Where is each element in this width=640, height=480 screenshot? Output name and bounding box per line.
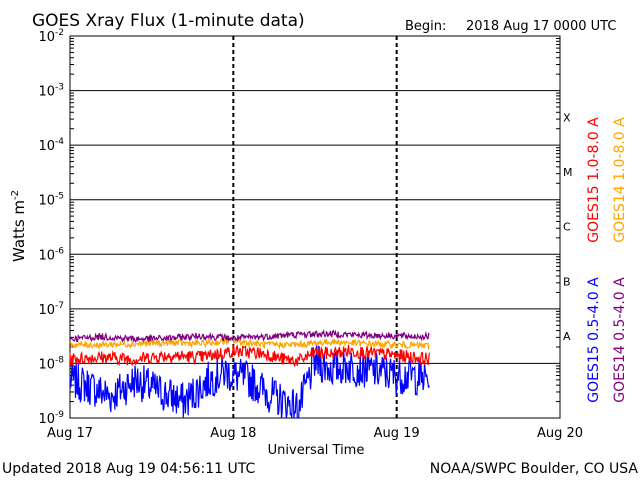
y-tick-label: 10-7	[38, 301, 64, 318]
x-tick-labels: Aug 17 Aug 18 Aug 19 Aug 20	[47, 426, 583, 441]
flare-class-label: X	[563, 112, 571, 125]
plot-area	[69, 35, 561, 419]
x-tick-label: Aug 19	[374, 426, 420, 441]
begin-label: Begin:	[405, 19, 446, 34]
flare-class-label: M	[563, 166, 573, 179]
y-tick-labels: 10-2 10-3 10-4 10-5 10-6 10-7 10-8 10-9	[38, 28, 64, 427]
series-layer	[69, 328, 430, 419]
series-line	[69, 328, 430, 344]
series-line	[69, 344, 430, 367]
y-axis-label: Watts m-2	[10, 190, 28, 262]
y-tick-label: 10-3	[38, 83, 64, 100]
legend-entry: GOES15 0.5-4.0 A	[586, 277, 602, 403]
y-axis-label-exp: -2	[10, 190, 21, 200]
flare-class-label: C	[563, 221, 571, 234]
y-axis-label-base: Watts m	[10, 200, 28, 262]
legend-entry: GOES15 1.0-8.0 A	[586, 117, 602, 243]
y-tick-label: 10-2	[38, 28, 64, 45]
flare-class-label: B	[563, 275, 571, 288]
y-tick-label: 10-6	[38, 246, 64, 263]
x-axis-label: Universal Time	[268, 443, 365, 458]
legend: GOES15 1.0-8.0 A GOES15 0.5-4.0 A GOES14 1…	[586, 117, 628, 403]
series-line	[69, 343, 430, 419]
x-tick-label: Aug 17	[47, 426, 93, 441]
x-tick-label: Aug 18	[210, 426, 256, 441]
y-tick-label: 10-8	[38, 355, 64, 372]
y-tick-label: 10-4	[38, 137, 64, 154]
legend-entry: GOES14 0.5-4.0 A	[612, 277, 628, 403]
y-tick-label: 10-5	[38, 192, 64, 209]
flare-class-labels: X M C B A	[563, 112, 573, 343]
gridlines	[70, 37, 560, 403]
flare-class-label: A	[563, 330, 571, 343]
x-tick-label: Aug 20	[537, 426, 583, 441]
credit-text: NOAA/SWPC Boulder, CO USA	[430, 461, 639, 477]
y-tick-label: 10-9	[38, 410, 64, 427]
legend-entry: GOES14 1.0-8.0 A	[612, 117, 628, 243]
series-line	[69, 336, 430, 350]
begin-value: 2018 Aug 17 0000 UTC	[466, 19, 616, 34]
chart-title: GOES Xray Flux (1-minute data)	[32, 11, 305, 31]
updated-text: Updated 2018 Aug 19 04:56:11 UTC	[2, 461, 255, 477]
